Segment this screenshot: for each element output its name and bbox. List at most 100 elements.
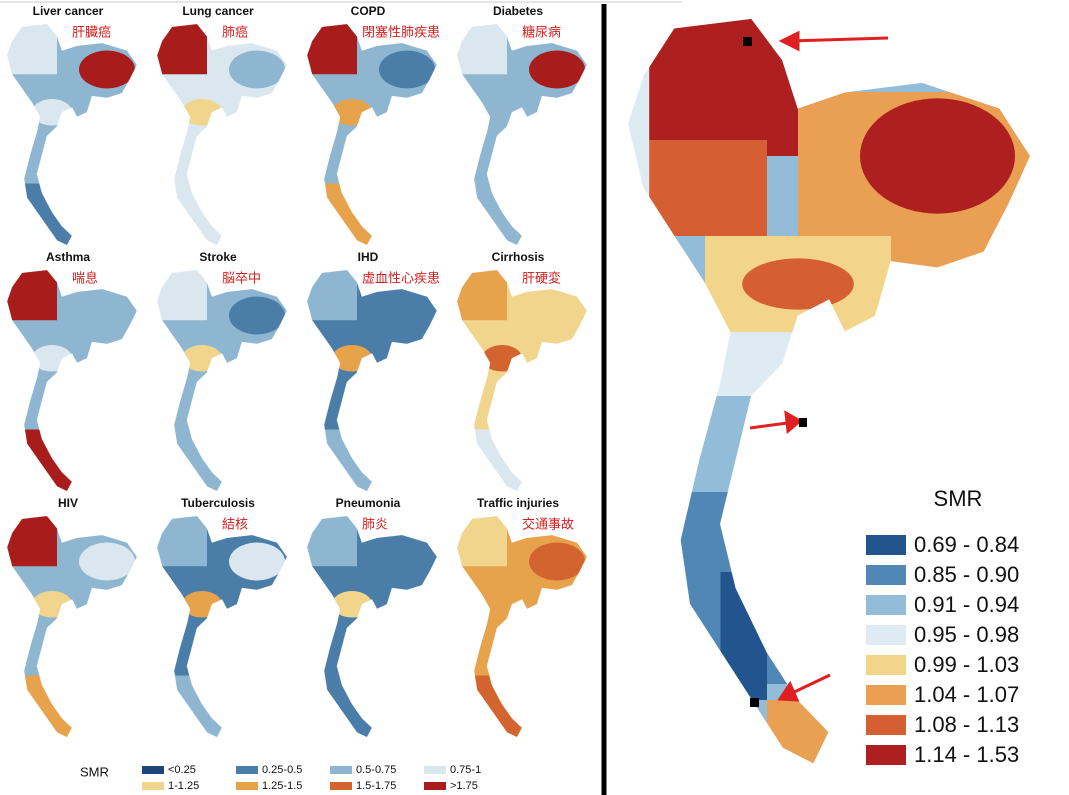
small-map: Stroke 脳卒中 [156,250,288,492]
region [32,98,72,126]
legend-swatch [866,655,906,675]
map-regions [7,23,137,246]
legend-swatch [866,685,906,705]
map-regions [157,515,287,738]
small-map-label: 肺癌 [222,25,248,41]
map-regions [157,23,287,246]
legend-swatch [866,625,906,645]
region [332,98,372,126]
legend-swatch [866,595,906,615]
small-map-title: Stroke [199,250,237,264]
small-map-title: HIV [58,496,78,510]
map-shape [456,23,588,246]
region [32,590,72,618]
map-regions [457,269,587,492]
small-map-title: IHD [358,250,379,264]
legend-swatch [236,766,258,774]
legend-label: 1-1.25 [168,780,199,792]
legend-label: 0.95 - 0.98 [914,622,1019,647]
legend-label: 0.25-0.5 [262,764,302,776]
small-map: Asthma 喘息 [6,250,138,492]
map-regions [457,515,587,738]
map-regions [307,23,437,246]
region [157,23,207,75]
region [482,590,522,618]
region [332,590,372,618]
legend-swatch [236,782,258,790]
region [472,429,522,492]
region [322,183,372,246]
map-regions [157,269,287,492]
region [182,98,222,126]
arrows [749,30,889,702]
region [379,542,435,581]
region [7,269,57,321]
small-map-label: 結核 [222,518,248,533]
map-shape [6,23,138,246]
region [7,23,57,75]
map-regions [7,269,137,492]
map-shape [456,269,588,492]
region [229,296,285,335]
legend-swatch [424,782,446,790]
region [7,515,57,567]
small-map-title: Lung cancer [182,4,254,18]
region [229,50,285,89]
region [157,515,207,567]
map-shape [6,515,138,738]
region [322,429,372,492]
small-map: Tuberculosis 結核 [156,496,288,738]
legend-swatch [866,745,906,765]
legend-label: 1.25-1.5 [262,780,302,792]
region [482,344,522,372]
small-map-label: 喘息 [72,271,98,287]
small-map-label: 交通事故 [522,517,574,533]
map-shape [6,269,138,492]
region [457,23,507,75]
region [322,675,372,738]
small-map-title: Liver cancer [33,4,104,18]
legend-label: 1.04 - 1.07 [914,682,1019,707]
legend-label: 1.5-1.75 [356,780,396,792]
legend-label: 0.85 - 0.90 [914,562,1019,587]
region [229,542,285,581]
small-map-title: Asthma [46,250,90,264]
markers [743,37,807,707]
region [157,269,207,321]
region [22,429,72,492]
map-regions [307,515,437,738]
map-shape [156,23,288,246]
small-map: Liver cancer 肝臓癌 [6,4,138,246]
small-map: Diabetes 糖尿病 [456,4,588,246]
map-shape [306,515,438,738]
legend-label: <0.25 [168,764,196,776]
legend-label: 0.69 - 0.84 [914,532,1019,557]
small-legend-title: SMR [80,764,109,779]
small-map-title: Cirrhosis [492,250,545,264]
region [172,675,222,738]
map-shape [306,269,438,492]
small-map-label: 糖尿病 [522,25,561,41]
small-map-label: 虚血性心疾患 [362,272,440,287]
legend-label: 0.5-0.75 [356,764,396,776]
region [332,344,372,372]
small-map: Cirrhosis 肝硬変 [456,250,588,492]
small-map-title: Tuberculosis [181,496,255,510]
map-shape [156,515,288,738]
region [182,590,222,618]
legend-label: >1.75 [450,780,478,792]
small-legend: <0.25 0.25-0.5 0.5-0.75 0.75-1 1-1.25 1.25-1.… [142,764,481,792]
region [307,269,357,321]
region [529,50,585,89]
small-map: HIV [6,496,138,738]
small-map: Lung cancer 肺癌 [156,4,288,246]
small-map-label: 肝臓癌 [72,25,111,41]
small-map-title: COPD [351,4,386,18]
legend-label: 0.91 - 0.94 [914,592,1019,617]
region [182,344,222,372]
region [172,429,222,492]
region [307,515,357,567]
map-regions [7,515,137,738]
small-map-label: 閉塞性肺疾患 [362,25,440,41]
